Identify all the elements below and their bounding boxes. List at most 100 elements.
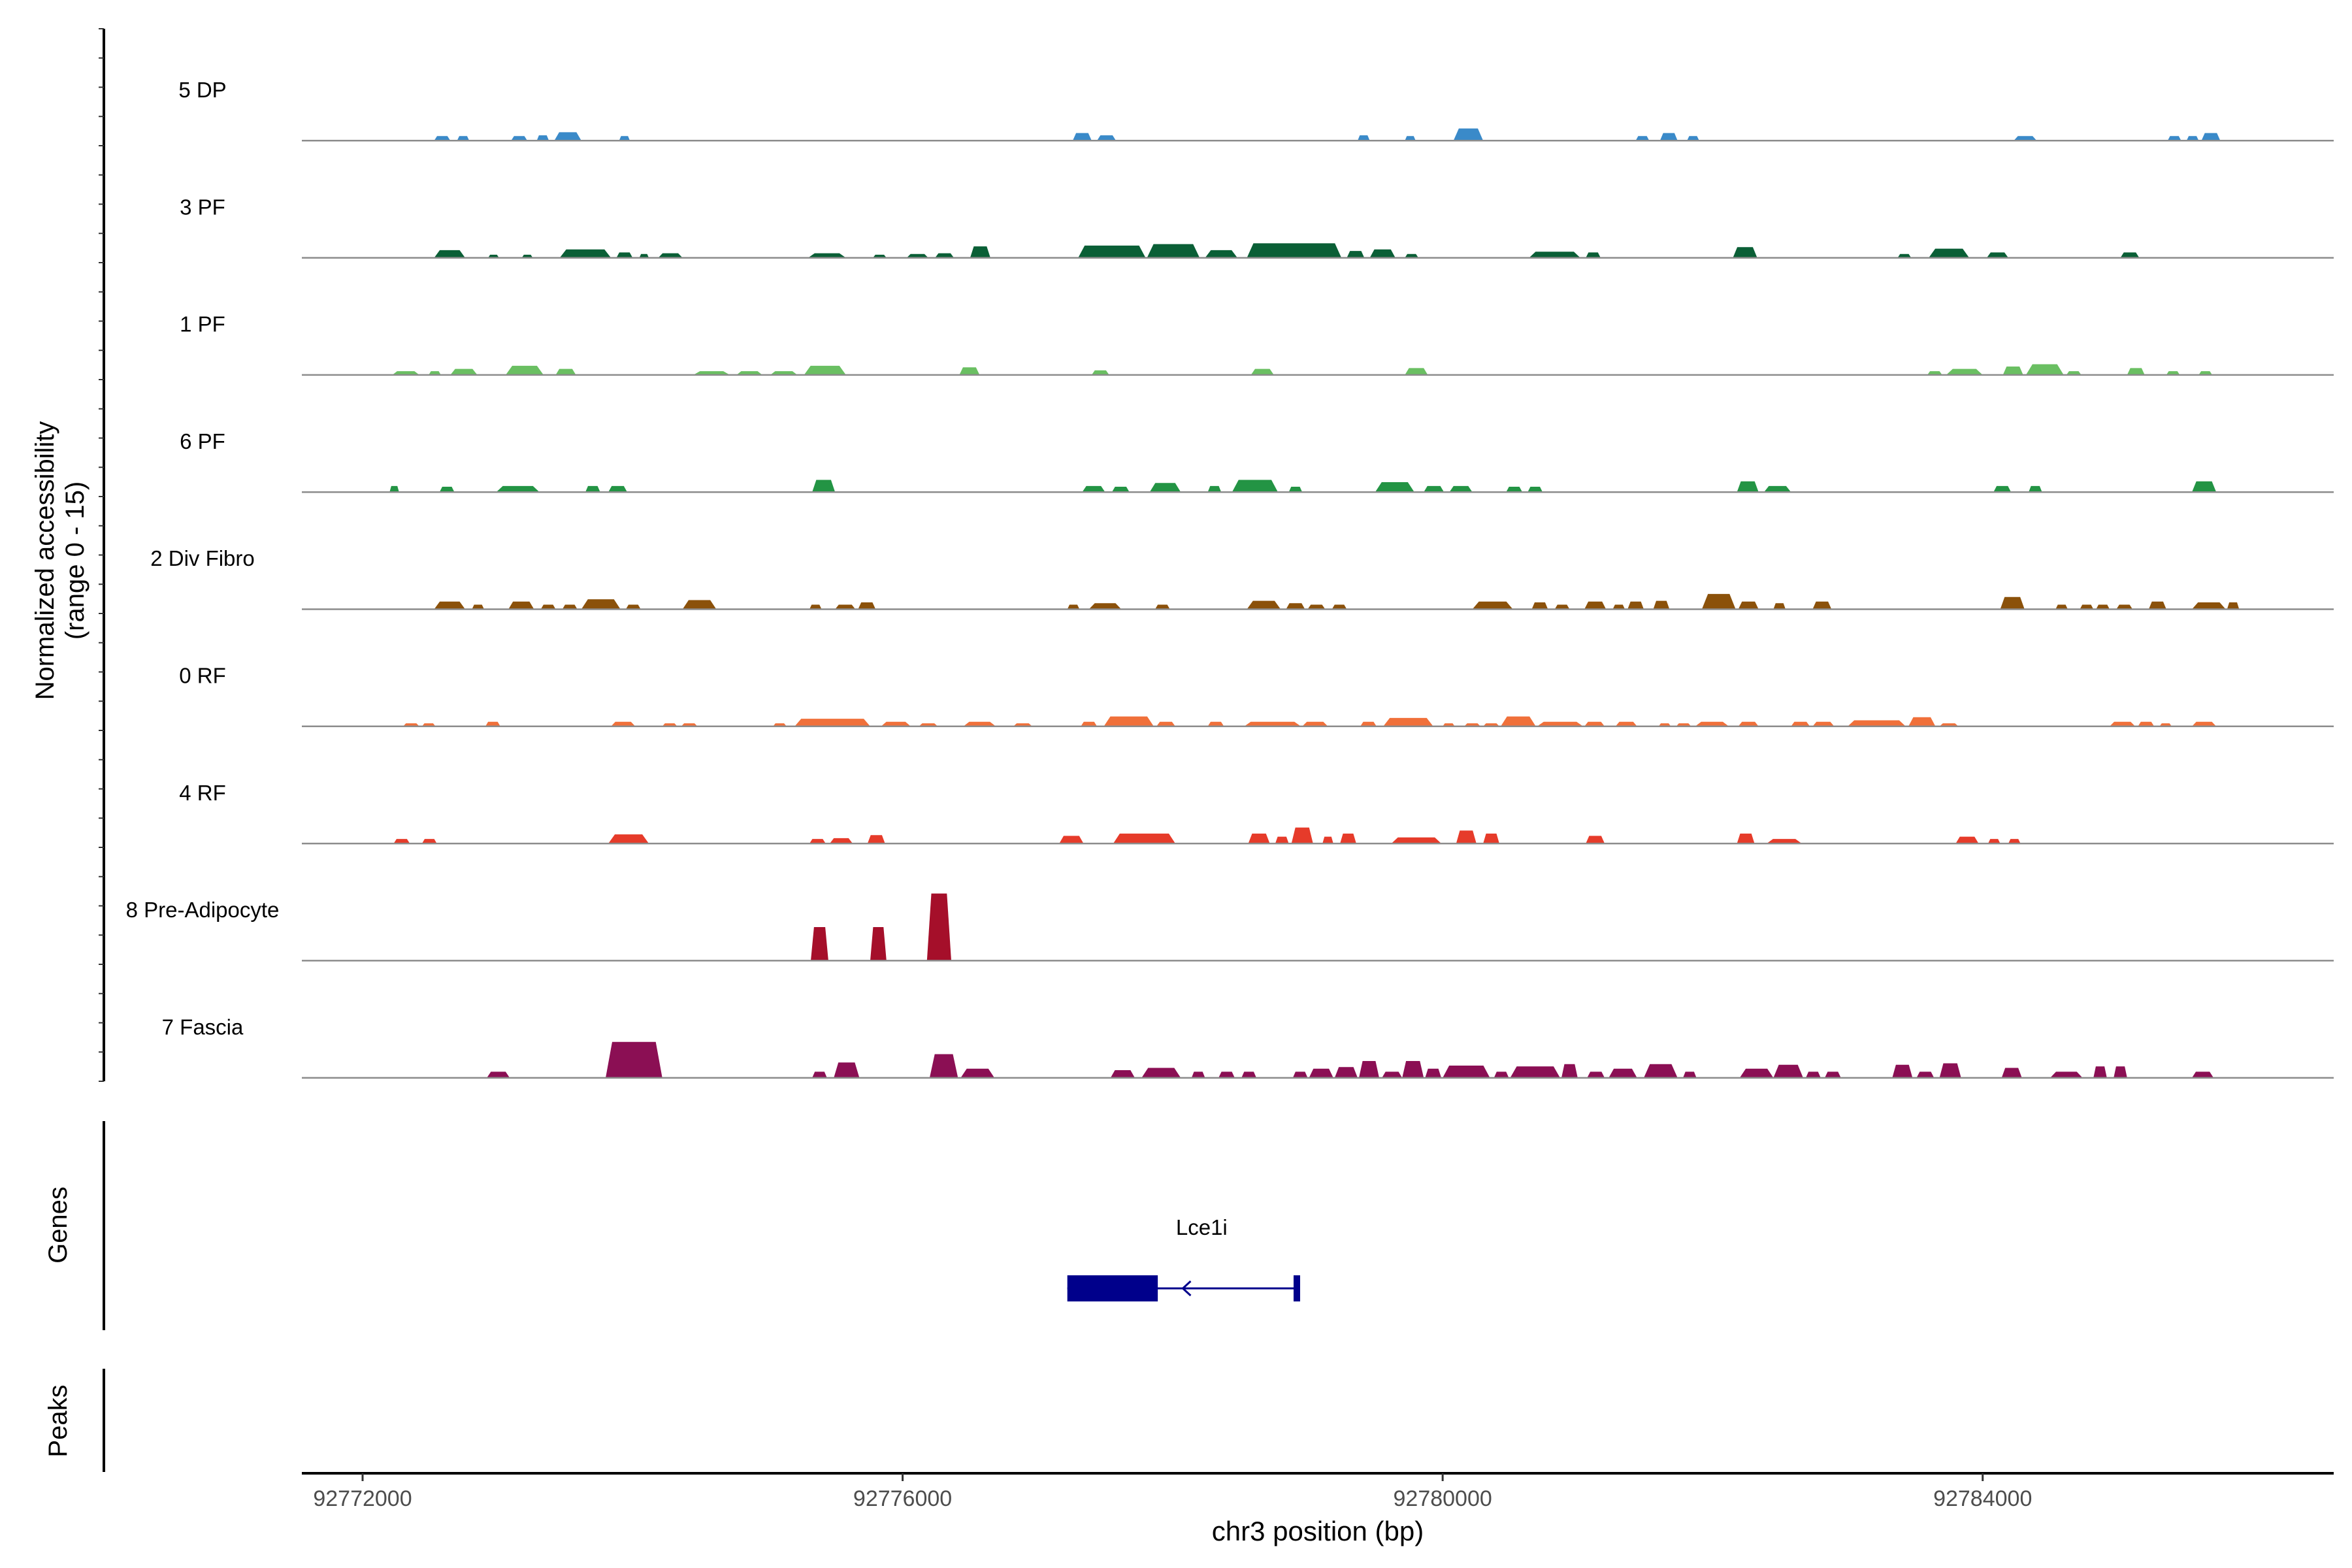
track-3-pf: 3 PF (180, 195, 2334, 259)
peak-area (608, 485, 627, 493)
peak-area (1806, 1071, 1821, 1078)
peak-area (1218, 1071, 1235, 1078)
peak-area (1659, 133, 1678, 141)
peak-area (585, 485, 600, 493)
peak-area (1369, 249, 1396, 258)
peak-area (1527, 487, 1543, 493)
peak-area (2167, 136, 2181, 141)
peak-area (2127, 368, 2145, 375)
x-tick-label: 92772000 (313, 1486, 412, 1511)
peaks-axis-label: Peaks (44, 1384, 73, 1457)
peak-area (1653, 600, 1670, 610)
peak-area (1993, 485, 2012, 493)
peak-area (2192, 721, 2217, 727)
peak-area (1244, 721, 1301, 727)
gene-model: Lce1i (1067, 1215, 1300, 1301)
peak-area (1584, 601, 1607, 610)
peak-area (834, 1062, 860, 1078)
x-tick-label: 92780000 (1394, 1486, 1492, 1511)
peak-area (926, 893, 951, 961)
peak-area (1088, 603, 1122, 610)
peak-area (835, 604, 856, 610)
peak-area (1383, 717, 1433, 727)
track-label: 6 PF (180, 429, 225, 453)
peak-area (2227, 602, 2240, 610)
peak-area (1609, 1068, 1637, 1078)
peak-area (1554, 604, 1570, 610)
peak-area (1695, 721, 1729, 727)
peak-area (1767, 839, 1802, 844)
peak-area (506, 365, 544, 375)
peak-area (959, 367, 980, 375)
peak-area (511, 136, 528, 141)
peak-area (1506, 487, 1523, 493)
peak-area (1501, 716, 1536, 727)
peak-area (1612, 604, 1625, 610)
peak-area (1191, 1071, 1205, 1078)
peak-area (960, 1068, 995, 1078)
peak-area (1494, 1071, 1509, 1078)
peak-area (421, 839, 437, 844)
track-label: 5 DP (178, 78, 226, 102)
track-label: 8 Pre-Adipocyte (126, 898, 280, 922)
peak-area (393, 839, 410, 844)
peak-area (1078, 245, 1146, 258)
track-0-rf: 0 RF (179, 664, 2334, 728)
peak-area (439, 487, 455, 493)
peak-area (1483, 833, 1499, 844)
peak-area (1405, 253, 1418, 258)
peak-area (450, 368, 478, 375)
track-1-pf: 1 PF (180, 312, 2334, 376)
peak-area (1939, 1063, 1961, 1078)
x-axis-label: chr3 position (bp) (1212, 1516, 1424, 1546)
gene-exon (1067, 1275, 1158, 1301)
peak-area (970, 246, 990, 258)
peak-area (1111, 487, 1130, 493)
peak-area (2120, 252, 2140, 258)
peak-area (2008, 839, 2021, 844)
track-label: 1 PF (180, 312, 225, 336)
peak-area (639, 253, 649, 258)
peak-area (2110, 721, 2136, 727)
peak-area (1322, 836, 1333, 844)
peak-area (1587, 1071, 1605, 1078)
peak-area (1425, 1068, 1442, 1078)
peak-area (858, 602, 876, 610)
peak-area (963, 721, 996, 727)
peak-area (2014, 136, 2037, 141)
peak-area (1472, 601, 1513, 610)
peak-area (1248, 833, 1270, 844)
peak-area (1307, 604, 1326, 610)
peak-area (2050, 1071, 2083, 1078)
peak-area (434, 136, 451, 141)
peak-area (1531, 602, 1548, 610)
peak-area (1302, 721, 1328, 727)
peak-area (1067, 604, 1080, 610)
peak-area (608, 834, 649, 844)
peak-area (1156, 721, 1175, 727)
peak-area (2192, 602, 2226, 610)
peak-area (1207, 485, 1222, 493)
genes-axis-label: Genes (44, 1186, 73, 1264)
gene-end-cap (1293, 1275, 1300, 1301)
peak-area (606, 1041, 662, 1078)
peak-area (1635, 136, 1650, 141)
peak-area (1402, 1061, 1424, 1078)
peak-area (1097, 135, 1117, 141)
track-label: 2 Div Fibro (150, 546, 255, 570)
track-8-pre-adipocyte: 8 Pre-Adipocyte (126, 893, 2334, 962)
peak-area (812, 480, 836, 493)
track-4-rf: 4 RF (179, 781, 2334, 845)
peak-area (736, 371, 762, 375)
peak-area (2201, 133, 2221, 141)
peak-area (1701, 594, 1736, 610)
peak-area (434, 601, 465, 610)
strand-arrow-icon (1181, 1280, 1192, 1297)
peak-area (1347, 251, 1365, 258)
peak-area (2138, 721, 2155, 727)
x-axis: 92772000 92776000 92780000 92784000 (302, 1472, 2334, 1511)
tracks-panel: 5 DP 3 PF 1 PF 6 PF 2 Div Fibro 0 RF 4 RF 8 Pre… (126, 78, 2334, 1079)
peak-area (1584, 721, 1605, 727)
peak-area (2198, 371, 2212, 375)
peak-area (1739, 1068, 1774, 1078)
